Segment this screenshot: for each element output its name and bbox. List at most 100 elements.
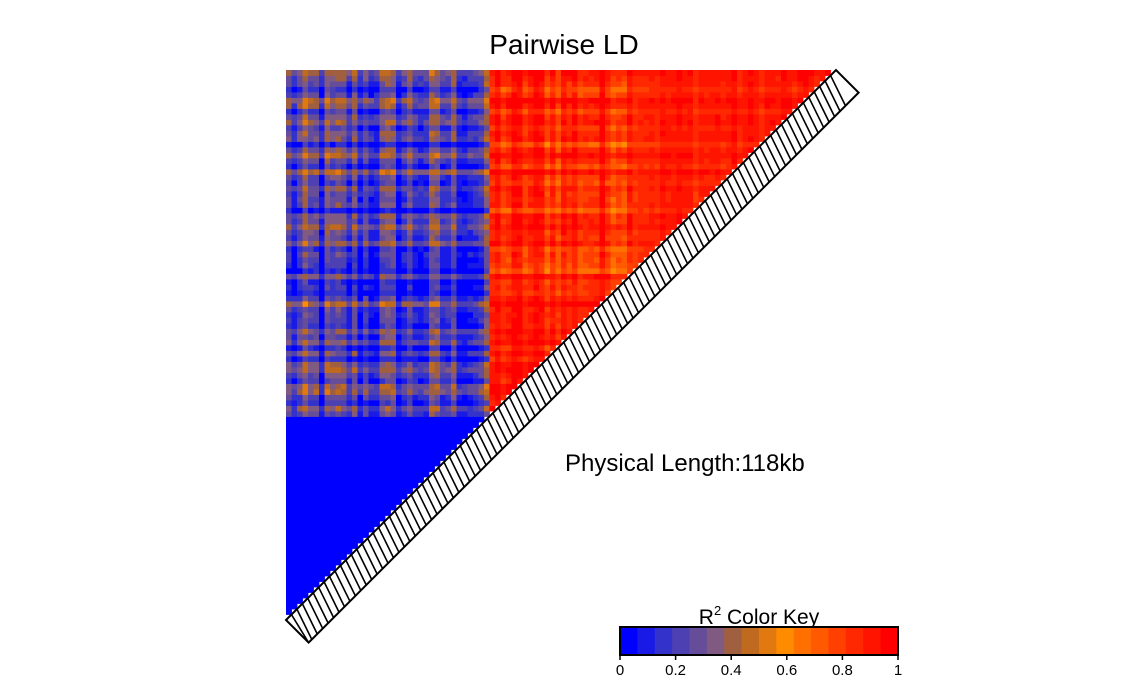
ld-cell	[632, 185, 639, 192]
ld-cell	[407, 427, 413, 434]
ld-cell	[423, 185, 430, 192]
ld-cell	[649, 119, 655, 126]
ld-cell	[445, 97, 452, 104]
ld-cell	[390, 119, 397, 126]
ld-cell	[429, 460, 435, 467]
ld-cell	[687, 70, 694, 76]
ld-cell	[418, 207, 424, 214]
ld-cell	[467, 372, 474, 379]
ld-cell	[363, 279, 369, 285]
ld-cell	[566, 218, 573, 225]
ld-cell	[346, 246, 353, 252]
ld-cell	[528, 103, 534, 109]
ld-cell	[319, 493, 325, 500]
ld-cell	[687, 81, 694, 87]
ld-cell	[500, 339, 507, 346]
ld-cell	[709, 86, 716, 93]
ld-cell	[781, 103, 787, 109]
ld-cell	[522, 235, 529, 241]
ld-cell	[489, 75, 496, 82]
ld-cell	[550, 290, 556, 296]
ld-cell	[297, 75, 303, 82]
ld-cell	[429, 81, 435, 87]
ld-cell	[297, 207, 303, 214]
ld-cell	[368, 378, 375, 384]
ld-cell	[451, 279, 457, 285]
ld-cell	[341, 290, 347, 296]
ld-cell	[401, 284, 408, 291]
ld-cell	[506, 180, 512, 186]
ld-cell	[363, 306, 369, 313]
ld-cell	[396, 108, 402, 115]
ld-cell	[621, 229, 628, 236]
ld-cell	[319, 75, 325, 82]
ld-cell	[583, 251, 589, 258]
ld-cell	[665, 152, 672, 159]
ld-cell	[302, 295, 309, 302]
ld-cell	[489, 235, 496, 241]
ld-cell	[517, 152, 523, 159]
ld-cell	[649, 92, 655, 98]
ld-cell	[291, 229, 298, 236]
ld-cell	[330, 537, 336, 544]
ld-cell	[335, 422, 342, 428]
ld-cell	[528, 361, 534, 368]
ld-cell	[660, 191, 666, 197]
ld-cell	[550, 246, 556, 252]
ld-cell	[627, 202, 633, 208]
ld-cell	[478, 163, 485, 170]
ld-cell	[396, 185, 402, 192]
ld-cell	[517, 169, 523, 175]
ld-cell	[379, 378, 386, 384]
ld-cell	[682, 169, 688, 175]
ld-cell	[632, 174, 639, 181]
ld-cell	[478, 416, 485, 423]
ld-cell	[489, 246, 496, 252]
ld-cell	[308, 152, 314, 159]
ld-cell	[341, 548, 347, 555]
ld-cell	[396, 405, 402, 412]
ld-cell	[434, 174, 441, 181]
ld-cell	[429, 389, 435, 395]
ld-cell	[561, 81, 567, 87]
ld-cell	[363, 438, 369, 445]
ld-cell	[363, 141, 369, 148]
ld-cell	[572, 268, 578, 274]
ld-cell	[605, 257, 611, 263]
ld-cell	[302, 273, 309, 280]
ld-cell	[627, 235, 633, 241]
ld-cell	[500, 180, 507, 186]
ld-cell	[473, 70, 479, 76]
ld-cell	[363, 185, 369, 192]
ld-cell	[528, 158, 534, 164]
ld-cell	[313, 273, 320, 280]
ld-cell	[473, 257, 479, 263]
ld-cell	[368, 477, 375, 483]
ld-cell	[379, 482, 386, 489]
ld-cell	[401, 213, 408, 219]
ld-cell	[583, 213, 589, 219]
ld-cell	[445, 394, 452, 401]
ld-cell	[682, 152, 688, 159]
ld-cell	[539, 345, 545, 351]
ld-cell	[627, 141, 633, 148]
ld-cell	[368, 317, 375, 324]
ld-cell	[451, 240, 457, 247]
ld-cell	[445, 207, 452, 214]
ld-cell	[451, 257, 457, 263]
ld-cell	[324, 301, 331, 307]
ld-cell	[539, 81, 545, 87]
ld-cell	[407, 301, 413, 307]
ld-cell	[456, 334, 463, 340]
ld-cell	[704, 152, 710, 159]
ld-cell	[555, 152, 562, 159]
snp-marker-line	[317, 586, 335, 619]
ld-cell	[489, 174, 496, 181]
ld-cell	[544, 125, 551, 131]
ld-cell	[297, 367, 303, 373]
ld-cell	[676, 213, 683, 219]
ld-cell	[566, 97, 573, 104]
ld-cell	[489, 361, 496, 368]
ld-cell	[379, 471, 386, 478]
ld-cell	[489, 378, 496, 384]
